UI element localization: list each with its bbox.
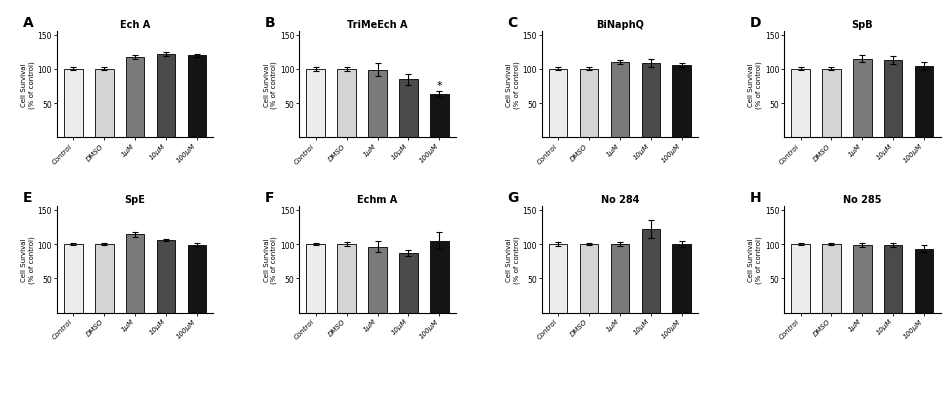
Title: Echm A: Echm A: [357, 195, 398, 205]
Bar: [915, 249, 934, 313]
Title: SpB: SpB: [851, 20, 873, 30]
Bar: [791, 70, 809, 138]
Y-axis label: Cell Survival
(% of control): Cell Survival (% of control): [506, 236, 520, 284]
Bar: [95, 245, 114, 313]
Text: D: D: [750, 16, 761, 30]
Y-axis label: Cell Survival
(% of control): Cell Survival (% of control): [749, 61, 762, 109]
Bar: [369, 247, 387, 313]
Bar: [64, 245, 83, 313]
Bar: [126, 235, 144, 313]
Y-axis label: Cell Survival
(% of control): Cell Survival (% of control): [21, 236, 35, 284]
Bar: [64, 70, 83, 138]
Title: TriMeEch A: TriMeEch A: [348, 20, 408, 30]
Text: *: *: [437, 81, 442, 91]
Bar: [337, 245, 356, 313]
Bar: [853, 246, 871, 313]
Y-axis label: Cell Survival
(% of control): Cell Survival (% of control): [21, 61, 35, 109]
Text: A: A: [23, 16, 33, 30]
Bar: [673, 66, 691, 138]
Bar: [641, 229, 660, 313]
Bar: [611, 245, 629, 313]
Text: F: F: [265, 191, 275, 205]
Bar: [673, 245, 691, 313]
Bar: [580, 70, 598, 138]
Bar: [430, 241, 448, 313]
Bar: [95, 70, 114, 138]
Bar: [307, 245, 325, 313]
Bar: [399, 253, 418, 313]
Title: SpE: SpE: [124, 195, 145, 205]
Bar: [822, 245, 841, 313]
Bar: [884, 61, 902, 138]
Bar: [549, 245, 567, 313]
Bar: [641, 64, 660, 138]
Y-axis label: Cell Survival
(% of control): Cell Survival (% of control): [749, 236, 762, 284]
Bar: [157, 240, 176, 313]
Text: H: H: [750, 191, 761, 205]
Bar: [188, 245, 206, 313]
Bar: [126, 58, 144, 138]
Y-axis label: Cell Survival
(% of control): Cell Survival (% of control): [506, 61, 520, 109]
Bar: [307, 70, 325, 138]
Title: Ech A: Ech A: [120, 20, 150, 30]
Bar: [549, 70, 567, 138]
Bar: [611, 63, 629, 138]
Bar: [853, 59, 871, 138]
Bar: [580, 245, 598, 313]
Title: No 284: No 284: [600, 195, 639, 205]
Text: E: E: [23, 191, 32, 205]
Bar: [369, 70, 387, 138]
Bar: [884, 246, 902, 313]
Title: BiNaphQ: BiNaphQ: [596, 20, 644, 30]
Bar: [399, 80, 418, 138]
Bar: [188, 56, 206, 138]
Bar: [337, 70, 356, 138]
Title: No 285: No 285: [843, 195, 882, 205]
Text: B: B: [265, 16, 275, 30]
Bar: [791, 245, 809, 313]
Text: G: G: [507, 191, 519, 205]
Y-axis label: Cell Survival
(% of control): Cell Survival (% of control): [264, 61, 277, 109]
Bar: [157, 55, 176, 138]
Bar: [822, 70, 841, 138]
Y-axis label: Cell Survival
(% of control): Cell Survival (% of control): [264, 236, 277, 284]
Bar: [915, 67, 934, 138]
Text: C: C: [507, 16, 518, 30]
Bar: [430, 95, 448, 138]
